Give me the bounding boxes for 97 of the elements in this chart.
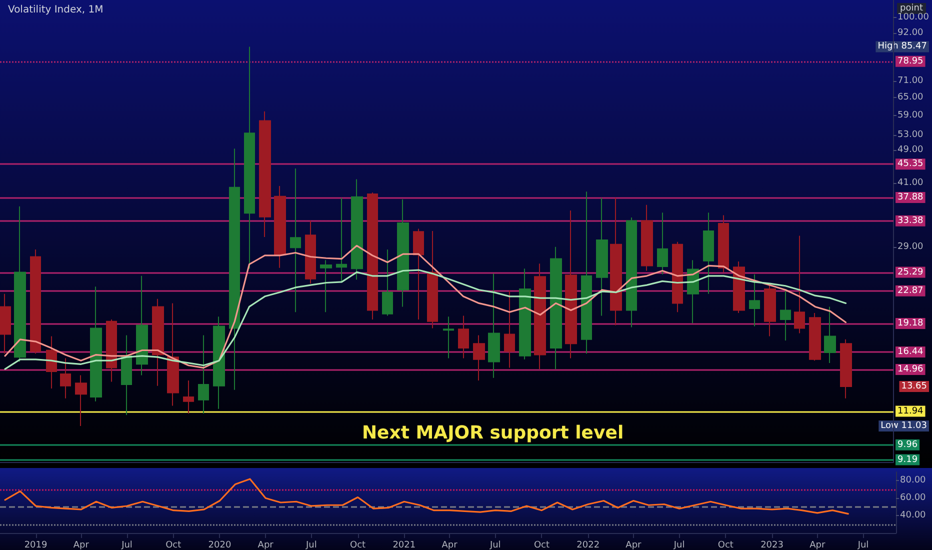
y-axis-title: point bbox=[900, 4, 924, 14]
ref-line-label: 37.88 bbox=[898, 192, 924, 202]
candlestick bbox=[672, 241, 683, 313]
candlestick bbox=[703, 212, 714, 294]
y-tick-label: 60.00 bbox=[900, 493, 926, 504]
annotation: Next MAJOR support level bbox=[362, 422, 624, 444]
x-tick-label: Apr bbox=[626, 540, 642, 550]
y-tick-label: 49.00 bbox=[898, 144, 924, 155]
candlestick bbox=[152, 298, 164, 386]
x-tick-label: Apr bbox=[442, 540, 458, 550]
candlestick bbox=[534, 263, 546, 370]
x-tick-label: Apr bbox=[73, 540, 90, 550]
candlestick bbox=[336, 197, 347, 282]
candlestick bbox=[443, 316, 454, 359]
ref-line-label: 25.29 bbox=[898, 267, 924, 278]
ref-line-label: 19.18 bbox=[898, 318, 924, 328]
x-tick-label: Jul bbox=[488, 540, 501, 550]
x-tick-label: Jul bbox=[120, 540, 132, 550]
x-tick-label: Apr bbox=[258, 540, 274, 550]
y-tick-label: 41.00 bbox=[898, 178, 924, 188]
candlestick bbox=[167, 302, 179, 406]
ref-line-label: 14.96 bbox=[898, 364, 924, 375]
x-tick-label: 2020 bbox=[208, 540, 232, 550]
candlestick bbox=[244, 46, 255, 270]
line-series bbox=[4, 269, 847, 370]
candlestick bbox=[30, 249, 41, 354]
candlestick bbox=[90, 286, 102, 402]
x-tick-label: 2023 bbox=[760, 540, 784, 550]
y-tick-label: 71.00 bbox=[898, 76, 924, 86]
ref-line-label: 45.35 bbox=[898, 159, 924, 170]
line-series bbox=[4, 244, 847, 369]
candlestick bbox=[780, 289, 791, 341]
y-tick-label: 53.00 bbox=[898, 130, 924, 140]
candlestick bbox=[626, 216, 637, 328]
y-tick-label: 29.00 bbox=[898, 242, 924, 252]
candlestick bbox=[367, 192, 378, 320]
candlestick bbox=[290, 168, 301, 313]
candlestick bbox=[136, 275, 148, 376]
candlestick bbox=[121, 334, 132, 416]
x-tick-label: Jul bbox=[305, 540, 317, 550]
candlestick bbox=[213, 316, 225, 410]
candlestick bbox=[320, 260, 332, 313]
x-tick-label: 2022 bbox=[576, 540, 600, 550]
chart-title: Volatility Index, 1M bbox=[8, 4, 104, 16]
x-tick-label: 2021 bbox=[392, 540, 416, 550]
candlestick bbox=[413, 228, 424, 320]
ref-line-label: 22.87 bbox=[898, 286, 924, 296]
candlestick bbox=[824, 306, 836, 364]
candlestick bbox=[565, 210, 577, 359]
candlestick bbox=[641, 204, 653, 272]
candlestick bbox=[488, 273, 500, 378]
candlestick bbox=[106, 318, 117, 382]
candlestick bbox=[764, 285, 776, 337]
candlestick bbox=[14, 206, 26, 362]
candlestick bbox=[274, 185, 286, 268]
y-tick-label: 92.00 bbox=[898, 28, 924, 38]
candlestick bbox=[596, 197, 608, 316]
candlestick bbox=[75, 374, 87, 426]
candlestick bbox=[749, 274, 760, 327]
ref-line-label: 9.96 bbox=[898, 440, 918, 450]
line-series bbox=[4, 478, 849, 515]
x-tick-label: Oct bbox=[718, 540, 734, 550]
ref-line-label: 16.44 bbox=[898, 347, 924, 358]
candlestick bbox=[733, 261, 745, 314]
y-tick-label: 65.00 bbox=[898, 92, 924, 102]
x-tick-label: Oct bbox=[166, 540, 182, 550]
y-tick-label: 40.00 bbox=[900, 510, 926, 521]
x-tick-label: 2019 bbox=[24, 540, 48, 550]
candlestick bbox=[351, 178, 363, 280]
candlestick bbox=[550, 246, 562, 370]
x-tick-label: Jul bbox=[856, 540, 869, 550]
candlestick bbox=[198, 334, 209, 414]
ref-line-label: 9.19 bbox=[898, 454, 918, 465]
y-tick-label: 59.00 bbox=[898, 110, 924, 120]
candlestick bbox=[46, 336, 57, 390]
ref-line-label: 33.38 bbox=[898, 216, 924, 226]
x-tick-label: Jul bbox=[672, 540, 685, 550]
candlestick bbox=[610, 197, 622, 326]
ref-line-label: 78.95 bbox=[898, 56, 924, 66]
candlestick bbox=[840, 338, 852, 399]
x-tick-label: Oct bbox=[350, 540, 366, 550]
y-tick-label: 100.00 bbox=[898, 12, 930, 23]
ref-line-label: 11.94 bbox=[898, 406, 924, 416]
x-tick-label: Oct bbox=[534, 540, 550, 550]
candlestick bbox=[397, 198, 409, 308]
x-tick-label: Apr bbox=[810, 540, 826, 550]
candlestick bbox=[259, 110, 271, 238]
candlestick bbox=[657, 212, 668, 275]
candlestick bbox=[229, 148, 240, 390]
y-tick-label: 80.00 bbox=[900, 476, 926, 486]
candlestick bbox=[809, 312, 821, 362]
candlestick bbox=[519, 268, 531, 360]
candlestick bbox=[581, 191, 592, 354]
candlestick bbox=[473, 334, 485, 381]
candlestick bbox=[0, 293, 11, 354]
text: 13.65 bbox=[901, 381, 927, 392]
candlestick bbox=[382, 249, 393, 316]
